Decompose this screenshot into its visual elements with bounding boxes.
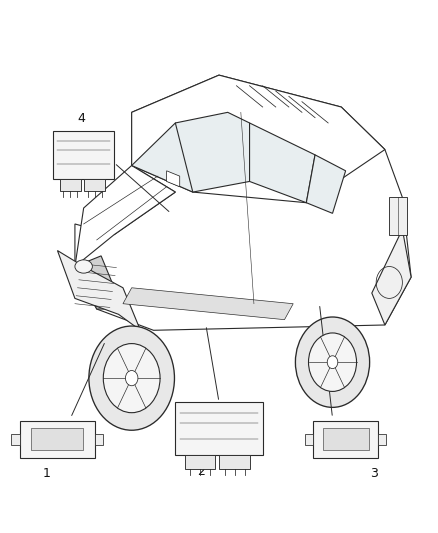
Bar	[219, 455, 250, 469]
Polygon shape	[166, 171, 180, 187]
Circle shape	[125, 370, 138, 386]
Bar	[60, 179, 81, 191]
Bar	[11, 434, 20, 445]
Circle shape	[89, 326, 174, 430]
Bar	[95, 434, 103, 445]
Polygon shape	[123, 288, 293, 320]
Polygon shape	[75, 165, 175, 266]
Text: 2: 2	[198, 465, 205, 478]
Polygon shape	[132, 123, 228, 192]
Bar	[175, 402, 263, 455]
Text: 1: 1	[42, 467, 50, 480]
Bar	[313, 421, 378, 458]
Bar	[84, 179, 106, 191]
Text: 3: 3	[370, 467, 378, 480]
Bar	[53, 131, 114, 179]
Polygon shape	[132, 75, 385, 203]
Polygon shape	[306, 155, 346, 213]
Circle shape	[308, 333, 357, 391]
Circle shape	[327, 356, 338, 369]
Bar	[32, 428, 83, 450]
Circle shape	[295, 317, 370, 407]
Circle shape	[103, 344, 160, 413]
Polygon shape	[175, 112, 250, 192]
Polygon shape	[75, 75, 411, 330]
Polygon shape	[57, 251, 141, 330]
Bar	[378, 434, 386, 445]
Polygon shape	[75, 256, 123, 309]
Bar	[184, 455, 215, 469]
Bar	[305, 434, 313, 445]
Polygon shape	[250, 123, 315, 203]
Ellipse shape	[75, 260, 92, 273]
Bar	[389, 197, 407, 235]
Text: 4: 4	[78, 112, 85, 125]
Bar	[20, 421, 95, 458]
Bar	[323, 428, 368, 450]
Polygon shape	[372, 229, 411, 325]
